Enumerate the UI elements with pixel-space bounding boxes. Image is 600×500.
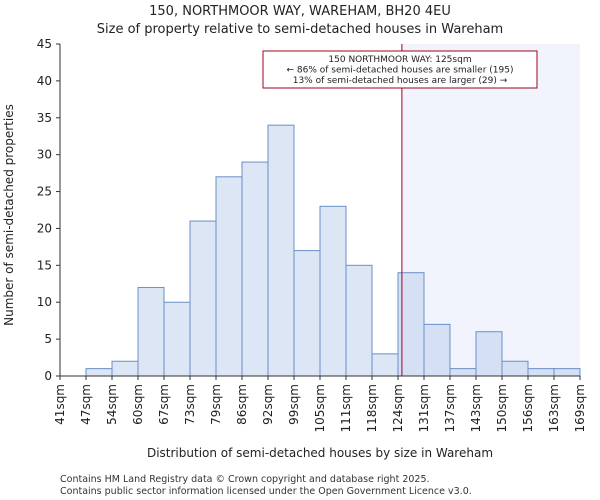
annotation-box: 150 NORTHMOOR WAY: 125sqm ← 86% of semi-… <box>262 50 538 89</box>
x-tick-label: 124sqm <box>391 384 405 432</box>
bar-118sqm <box>371 353 399 377</box>
y-tick-label: 35 <box>37 111 52 125</box>
chart-subtitle: Size of property relative to semi-detach… <box>97 22 503 37</box>
x-tick-label: 143sqm <box>469 384 483 432</box>
bar-143sqm <box>475 331 503 377</box>
x-tick-label: 67sqm <box>157 384 171 425</box>
footer-line-2: Contains public sector information licen… <box>60 486 472 497</box>
bar-67sqm <box>163 301 191 377</box>
y-tick-label: 40 <box>37 74 52 88</box>
bar-99sqm <box>293 250 321 377</box>
y-axis-label: Number of semi-detached properties <box>2 104 16 326</box>
bar-111sqm <box>345 264 373 377</box>
annotation-line-1: 150 NORTHMOOR WAY: 125sqm <box>328 55 471 65</box>
x-axis-label: Distribution of semi-detached houses by … <box>147 446 493 460</box>
bar-156sqm <box>527 368 555 377</box>
x-tick-label: 41sqm <box>53 384 67 425</box>
x-axis-ticks: 41sqm 47sqm 54sqm 60sqm 67sqm 73sqm 79sqm 86sqm… <box>53 376 587 432</box>
y-tick-label: 10 <box>37 295 52 309</box>
x-tick-label: 99sqm <box>287 384 301 425</box>
y-tick-label: 25 <box>37 185 52 199</box>
x-tick-label: 131sqm <box>417 384 431 432</box>
x-tick-label: 150sqm <box>495 384 509 432</box>
bar-54sqm <box>111 360 139 377</box>
x-tick-label: 169sqm <box>573 384 587 432</box>
y-tick-label: 15 <box>37 258 52 272</box>
x-tick-label: 54sqm <box>105 384 119 425</box>
x-tick-label: 73sqm <box>183 384 197 425</box>
x-tick-label: 156sqm <box>521 384 535 432</box>
bar-92sqm <box>267 124 295 377</box>
chart-title: 150, NORTHMOOR WAY, WAREHAM, BH20 4EU <box>149 4 451 19</box>
y-tick-label: 45 <box>37 37 52 51</box>
annotation-frame <box>262 50 538 89</box>
x-tick-label: 47sqm <box>79 384 93 425</box>
x-tick-label: 111sqm <box>339 384 353 432</box>
y-tick-label: 0 <box>44 369 52 383</box>
bars-group <box>85 124 581 377</box>
x-tick-label: 105sqm <box>313 384 327 432</box>
annotation-line-3: 13% of semi-detached houses are larger (… <box>293 76 508 86</box>
bar-163sqm <box>553 368 581 377</box>
x-tick-label: 92sqm <box>261 384 275 425</box>
annotation-line-2: ← 86% of semi-detached houses are smalle… <box>287 66 514 76</box>
x-tick-label: 60sqm <box>131 384 145 425</box>
x-tick-label: 163sqm <box>547 384 561 432</box>
y-tick-label: 30 <box>37 148 52 162</box>
x-tick-label: 86sqm <box>235 384 249 425</box>
bar-47sqm <box>85 368 113 377</box>
y-tick-label: 20 <box>37 221 52 235</box>
bar-131sqm <box>423 323 451 377</box>
bar-137sqm <box>449 368 477 377</box>
footer-line-1: Contains HM Land Registry data © Crown c… <box>60 474 430 485</box>
bar-73sqm <box>189 220 217 377</box>
y-tick-label: 5 <box>44 332 52 346</box>
bar-105sqm <box>319 205 347 377</box>
bar-79sqm <box>215 176 243 377</box>
x-tick-label: 79sqm <box>209 384 223 425</box>
highlight-region <box>401 44 580 376</box>
x-tick-label: 118sqm <box>365 384 379 432</box>
y-axis-ticks: 0 5 10 15 20 25 30 35 40 45 <box>37 37 60 383</box>
bar-86sqm <box>241 161 269 377</box>
bar-60sqm <box>137 286 165 377</box>
bar-150sqm <box>501 360 529 377</box>
x-tick-label: 137sqm <box>443 384 457 432</box>
